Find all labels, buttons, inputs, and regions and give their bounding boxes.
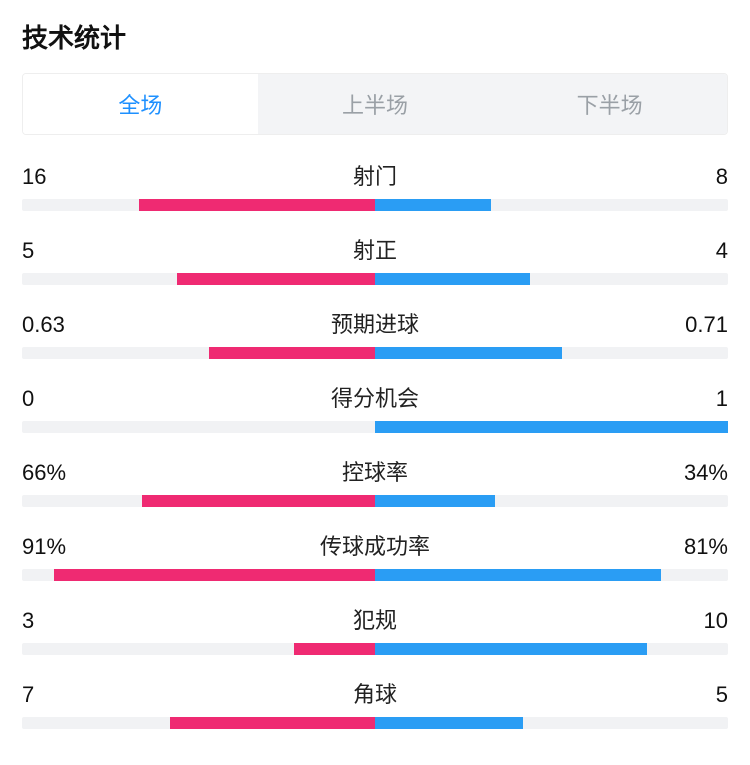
bar-half-left xyxy=(22,273,375,285)
bar-half-right xyxy=(375,273,728,285)
bar-half-left xyxy=(22,643,375,655)
stat-bar-track xyxy=(22,347,728,359)
stat-bar-track xyxy=(22,199,728,211)
bar-fill-left xyxy=(209,347,375,359)
bar-half-left xyxy=(22,495,375,507)
stat-row: 5射正4 xyxy=(22,233,728,285)
stat-head: 3犯规10 xyxy=(22,603,728,635)
bar-fill-right xyxy=(375,273,530,285)
stat-value-right: 81% xyxy=(668,534,728,560)
stat-head: 66%控球率34% xyxy=(22,455,728,487)
bar-fill-left xyxy=(142,495,375,507)
stat-bar-track xyxy=(22,569,728,581)
bar-fill-left xyxy=(139,199,376,211)
stat-value-left: 66% xyxy=(22,460,82,486)
stat-bar-track xyxy=(22,421,728,433)
bar-half-right xyxy=(375,347,728,359)
bar-fill-left xyxy=(294,643,375,655)
bar-half-right xyxy=(375,421,728,433)
bar-fill-left xyxy=(177,273,375,285)
bar-fill-right xyxy=(375,347,562,359)
page-title: 技术统计 xyxy=(22,18,728,55)
stat-label: 射门 xyxy=(82,159,668,191)
stat-bar-track xyxy=(22,273,728,285)
stat-label: 预期进球 xyxy=(82,307,668,339)
stat-bar-track xyxy=(22,717,728,729)
stat-value-right: 8 xyxy=(668,164,728,190)
bar-fill-right xyxy=(375,643,647,655)
stats-panel: 技术统计 全场上半场下半场 16射门85射正40.63预期进球0.710得分机会… xyxy=(0,0,750,729)
stat-value-left: 0 xyxy=(22,386,82,412)
stat-value-right: 4 xyxy=(668,238,728,264)
stat-value-left: 5 xyxy=(22,238,82,264)
bar-fill-left xyxy=(54,569,375,581)
stat-value-left: 7 xyxy=(22,682,82,708)
tab-0[interactable]: 全场 xyxy=(23,74,258,134)
bar-half-right xyxy=(375,717,728,729)
period-tabs: 全场上半场下半场 xyxy=(22,73,728,135)
bar-fill-right xyxy=(375,421,728,433)
stat-head: 16射门8 xyxy=(22,159,728,191)
stat-row: 66%控球率34% xyxy=(22,455,728,507)
bar-fill-right xyxy=(375,199,491,211)
stat-head: 7角球5 xyxy=(22,677,728,709)
bar-half-left xyxy=(22,569,375,581)
bar-half-right xyxy=(375,643,728,655)
stat-row: 16射门8 xyxy=(22,159,728,211)
bar-half-right xyxy=(375,569,728,581)
bar-fill-right xyxy=(375,569,661,581)
stat-head: 91%传球成功率81% xyxy=(22,529,728,561)
stat-label: 传球成功率 xyxy=(82,529,668,561)
stat-head: 5射正4 xyxy=(22,233,728,265)
stat-label: 射正 xyxy=(82,233,668,265)
stat-head: 0得分机会1 xyxy=(22,381,728,413)
stat-value-left: 16 xyxy=(22,164,82,190)
stat-value-right: 1 xyxy=(668,386,728,412)
bar-fill-left xyxy=(170,717,375,729)
stat-value-left: 0.63 xyxy=(22,312,82,338)
bar-fill-right xyxy=(375,495,495,507)
bar-half-right xyxy=(375,199,728,211)
stat-label: 控球率 xyxy=(82,455,668,487)
stats-list: 16射门85射正40.63预期进球0.710得分机会166%控球率34%91%传… xyxy=(22,159,728,729)
tab-1[interactable]: 上半场 xyxy=(258,74,493,134)
tab-2[interactable]: 下半场 xyxy=(492,74,727,134)
bar-half-right xyxy=(375,495,728,507)
stat-label: 犯规 xyxy=(82,603,668,635)
bar-half-left xyxy=(22,199,375,211)
stat-row: 3犯规10 xyxy=(22,603,728,655)
stat-value-right: 10 xyxy=(668,608,728,634)
stat-label: 角球 xyxy=(82,677,668,709)
stat-value-right: 34% xyxy=(668,460,728,486)
stat-row: 0得分机会1 xyxy=(22,381,728,433)
stat-value-left: 91% xyxy=(22,534,82,560)
bar-half-left xyxy=(22,421,375,433)
stat-value-right: 5 xyxy=(668,682,728,708)
stat-row: 91%传球成功率81% xyxy=(22,529,728,581)
bar-half-left xyxy=(22,347,375,359)
stat-value-left: 3 xyxy=(22,608,82,634)
stat-bar-track xyxy=(22,495,728,507)
bar-half-left xyxy=(22,717,375,729)
stat-bar-track xyxy=(22,643,728,655)
stat-value-right: 0.71 xyxy=(668,312,728,338)
stat-head: 0.63预期进球0.71 xyxy=(22,307,728,339)
stat-label: 得分机会 xyxy=(82,381,668,413)
stat-row: 7角球5 xyxy=(22,677,728,729)
stat-row: 0.63预期进球0.71 xyxy=(22,307,728,359)
bar-fill-right xyxy=(375,717,523,729)
